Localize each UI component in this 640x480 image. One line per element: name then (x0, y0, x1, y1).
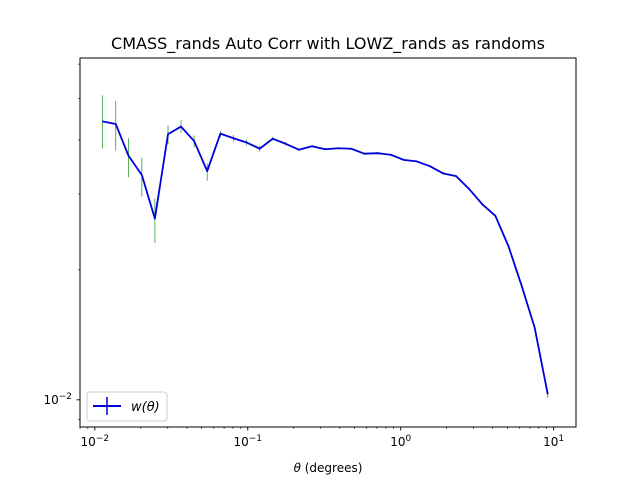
legend-label: w(θ) (131, 400, 160, 415)
x-tick-label: 101 (543, 434, 564, 449)
series-lines (102, 120, 549, 395)
chart-title: CMASS_rands Auto Corr with LOWZ_rands as… (111, 34, 545, 54)
plot-area (79, 57, 577, 428)
x-axis: 10−2 10−1 100 101 (79, 427, 564, 449)
x-tick-label: 10−1 (233, 434, 262, 449)
x-tick-label: 10−2 (81, 434, 110, 449)
x-axis-label-unit: (degrees) (301, 461, 362, 475)
y-tick-label: 10−2 (43, 392, 72, 407)
y-axis: 10−2 (43, 63, 80, 420)
x-axis-label: θ (degrees) (294, 461, 363, 475)
series-line (102, 120, 549, 395)
x-tick-label: 100 (390, 434, 411, 449)
x-axis-label-symbol: θ (294, 461, 302, 475)
legend: w(θ) (86, 391, 168, 422)
